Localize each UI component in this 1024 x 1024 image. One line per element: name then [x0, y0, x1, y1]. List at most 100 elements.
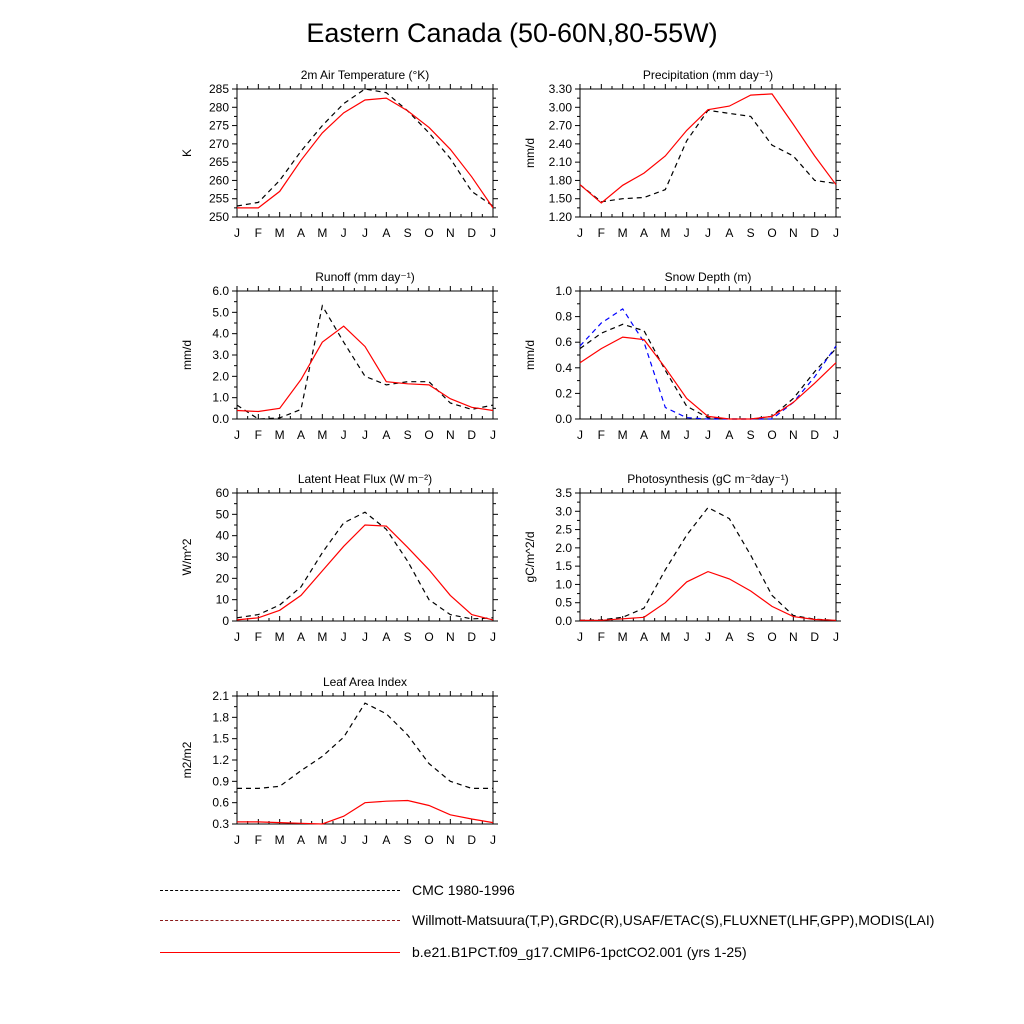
legend-line-observations — [160, 920, 400, 921]
leaf-area-index-x-tick-label: J — [341, 833, 347, 847]
leaf-area-index-x-tick-label: D — [467, 833, 476, 847]
air-temperature-panel-title: 2m Air Temperature (°K) — [301, 68, 430, 82]
photosynthesis-x-tick-label: J — [577, 630, 583, 644]
latent-heat-flux-model-line — [236, 524, 494, 621]
latent-heat-flux-y-tick-label: 10 — [216, 593, 230, 607]
photosynthesis-x-tick-label: M — [618, 630, 628, 644]
leaf-area-index-x-tick-label: O — [424, 833, 433, 847]
runoff-y-tick-label: 2.0 — [212, 369, 229, 383]
air-temperature-x-tick-label: J — [490, 226, 496, 240]
photosynthesis-x-tick-label: J — [833, 630, 839, 644]
precipitation-x-tick-label: A — [725, 226, 733, 240]
runoff-y-tick-label: 0.0 — [212, 412, 229, 426]
latent-heat-flux-x-tick-label: J — [234, 630, 240, 644]
precipitation-x-tick-label: F — [598, 226, 605, 240]
runoff-model-line — [236, 325, 494, 413]
runoff-x-tick-label: A — [382, 428, 390, 442]
latent-heat-flux-x-tick-label: N — [446, 630, 455, 644]
latent-heat-flux-y-tick-label: 0 — [222, 614, 229, 628]
precipitation-y-tick-label: 1.80 — [549, 173, 573, 187]
air-temperature-x-tick-label: F — [255, 226, 262, 240]
photosynthesis-cmc-line — [579, 506, 837, 621]
precipitation-panel: J F M A M J J A S O N D J1.201.501.802.102.402.703.0… — [523, 68, 841, 240]
latent-heat-flux-y-tick-label: 20 — [216, 571, 230, 585]
photosynthesis-y-axis-label: gC/m^2/d — [523, 532, 537, 583]
runoff-x-tick-label: J — [234, 428, 240, 442]
photosynthesis-y-tick-label: 3.5 — [555, 486, 572, 500]
photosynthesis-x-tick-label: D — [810, 630, 819, 644]
photosynthesis-y-tick-label: 0.0 — [555, 614, 572, 628]
air-temperature-x-tick-label: M — [275, 226, 285, 240]
snow-depth-x-tick-label: A — [640, 428, 648, 442]
leaf-area-index-y-axis-label: m2/m2 — [180, 741, 194, 778]
photosynthesis-x-tick-label: A — [640, 630, 648, 644]
photosynthesis-x-tick-label: A — [725, 630, 733, 644]
air-temperature-x-tick-label: J — [362, 226, 368, 240]
snow-depth-x-tick-label: M — [618, 428, 628, 442]
precipitation-cmc-line — [579, 109, 837, 203]
air-temperature-x-tick-label: J — [234, 226, 240, 240]
precipitation-x-tick-label: J — [705, 226, 711, 240]
photosynthesis-x-tick-label: N — [789, 630, 798, 644]
runoff-panel-title: Runoff (mm day⁻¹) — [315, 270, 414, 284]
snow-depth-y-tick-label: 0.6 — [555, 335, 572, 349]
snow-depth-x-tick-label: J — [705, 428, 711, 442]
snow-depth-x-tick-label: O — [767, 428, 776, 442]
precipitation-x-tick-label: J — [684, 226, 690, 240]
leaf-area-index-x-tick-label: F — [255, 833, 262, 847]
precipitation-y-tick-label: 3.30 — [549, 82, 573, 96]
latent-heat-flux-x-tick-label: J — [362, 630, 368, 644]
air-temperature-x-tick-label: A — [297, 226, 305, 240]
precipitation-x-tick-label: J — [577, 226, 583, 240]
runoff-x-tick-label: J — [362, 428, 368, 442]
runoff-y-axis-label: mm/d — [180, 340, 194, 370]
latent-heat-flux-x-tick-label: J — [490, 630, 496, 644]
air-temperature-y-tick-label: 285 — [209, 82, 229, 96]
runoff-x-tick-label: M — [317, 428, 327, 442]
runoff-panel: J F M A M J J A S O N D J0.01.02.03.04.05.06.0Runoff… — [180, 270, 498, 442]
legend-item-model: b.e21.B1PCT.f09_g17.CMIP6-1pctCO2.001 (y… — [160, 942, 980, 962]
snow-depth-x-tick-label: A — [725, 428, 733, 442]
leaf-area-index-y-tick-label: 0.6 — [212, 796, 229, 810]
legend-line-model — [160, 952, 400, 953]
leaf-area-index-x-tick-label: M — [317, 833, 327, 847]
snow-depth-y-tick-label: 0.0 — [555, 412, 572, 426]
latent-heat-flux-x-tick-label: A — [382, 630, 390, 644]
leaf-area-index-y-tick-label: 1.5 — [212, 732, 229, 746]
photosynthesis-y-tick-label: 0.5 — [555, 596, 572, 610]
leaf-area-index-x-tick-label: S — [404, 833, 412, 847]
photosynthesis-x-tick-label: J — [705, 630, 711, 644]
precipitation-y-tick-label: 3.00 — [549, 100, 573, 114]
air-temperature-y-tick-label: 260 — [209, 173, 229, 187]
photosynthesis-y-tick-label: 3.0 — [555, 504, 572, 518]
latent-heat-flux-x-tick-label: O — [424, 630, 433, 644]
precipitation-y-tick-label: 2.70 — [549, 119, 573, 133]
precipitation-x-tick-label: J — [833, 226, 839, 240]
snow-depth-y-tick-label: 0.8 — [555, 310, 572, 324]
runoff-y-tick-label: 3.0 — [212, 348, 229, 362]
leaf-area-index-x-tick-label: A — [297, 833, 305, 847]
runoff-x-tick-label: M — [275, 428, 285, 442]
snow-depth-x-tick-label: D — [810, 428, 819, 442]
air-temperature-x-tick-label: M — [317, 226, 327, 240]
leaf-area-index-y-tick-label: 2.1 — [212, 689, 229, 703]
air-temperature-y-tick-label: 280 — [209, 100, 229, 114]
snow-depth-x-tick-label: J — [833, 428, 839, 442]
runoff-y-tick-label: 1.0 — [212, 391, 229, 405]
precipitation-x-tick-label: M — [660, 226, 670, 240]
leaf-area-index-model-line — [237, 799, 494, 825]
snow-depth-x-tick-label: N — [789, 428, 798, 442]
photosynthesis-model-line — [580, 570, 837, 621]
leaf-area-index-y-tick-label: 1.8 — [212, 710, 229, 724]
runoff-x-tick-label: F — [255, 428, 262, 442]
precipitation-x-tick-label: M — [618, 226, 628, 240]
air-temperature-y-tick-label: 255 — [209, 192, 229, 206]
air-temperature-y-tick-label: 270 — [209, 137, 229, 151]
air-temperature-y-axis-label: K — [180, 149, 194, 157]
precipitation-x-tick-label: S — [747, 226, 755, 240]
runoff-x-tick-label: N — [446, 428, 455, 442]
runoff-y-tick-label: 4.0 — [212, 327, 229, 341]
leaf-area-index-x-tick-label: N — [446, 833, 455, 847]
